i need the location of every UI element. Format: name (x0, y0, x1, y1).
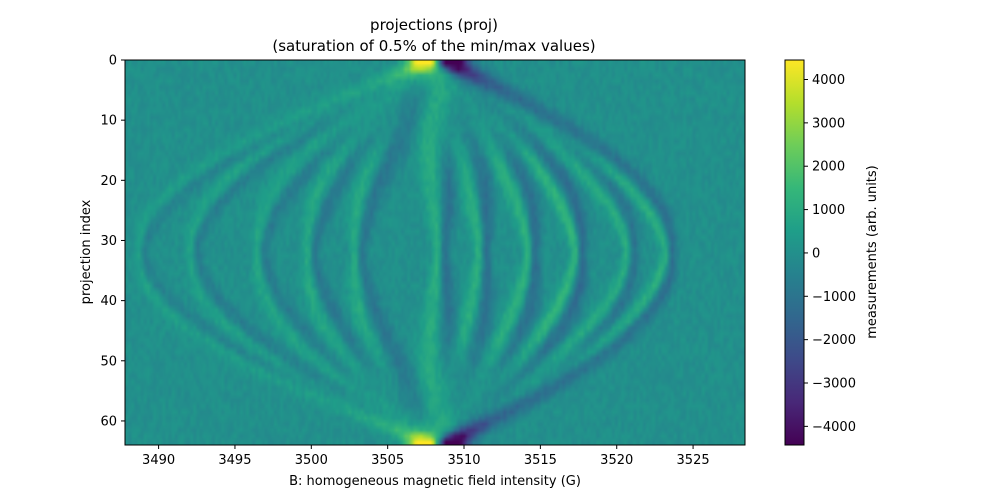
heatmap-plot-area (124, 59, 746, 446)
colorbar-tick-label: −2000 (812, 333, 856, 348)
x-tick-label: 3490 (142, 453, 175, 468)
x-tick-label: 3520 (600, 453, 633, 468)
x-tick-label: 3525 (677, 453, 710, 468)
chart-title: projections (proj) (370, 16, 498, 34)
x-axis-label: B: homogeneous magnetic field intensity … (289, 474, 581, 489)
colorbar-tick-label: 4000 (812, 73, 845, 88)
colorbar-tick-label: −1000 (812, 290, 856, 305)
x-tick-label: 3505 (371, 453, 404, 468)
y-tick-label: 50 (100, 354, 117, 369)
colorbar-tick-label: −3000 (812, 377, 856, 392)
y-tick-label: 30 (100, 234, 117, 249)
x-tick-label: 3500 (295, 453, 328, 468)
colorbar-tick-label: −4000 (812, 420, 856, 435)
y-axis: 0 10 20 30 40 50 60 (100, 54, 125, 429)
x-tick-label: 3510 (447, 453, 480, 468)
y-tick-label: 20 (100, 174, 117, 189)
y-axis-label: projection index (79, 199, 94, 304)
colorbar-ticks: −4000 −3000 −2000 −1000 0 1000 2000 3000 4000 (804, 73, 856, 435)
chart-subtitle: (saturation of 0.5% of the min/max value… (272, 37, 595, 55)
x-axis: 3490 3495 3500 3505 3510 3515 3520 3525 (142, 445, 710, 468)
plot-frame (124, 59, 746, 446)
x-tick-label: 3495 (218, 453, 251, 468)
colorbar-tick-label: 3000 (812, 116, 845, 131)
y-tick-label: 10 (100, 114, 117, 129)
x-tick-label: 3515 (524, 453, 557, 468)
colorbar-gradient (784, 59, 805, 446)
colorbar-label: measurements (arb. units) (865, 165, 880, 339)
colorbar-tick-label: 1000 (812, 203, 845, 218)
colorbar-tick-label: 2000 (812, 160, 845, 175)
colorbar: −4000 −3000 −2000 −1000 0 1000 2000 3000 4000 me… (784, 59, 880, 446)
y-tick-label: 40 (100, 294, 117, 309)
colorbar-tick-label: 0 (812, 246, 820, 261)
heatmap-image (125, 60, 745, 445)
y-tick-label: 60 (100, 414, 117, 429)
y-tick-label: 0 (109, 54, 117, 69)
